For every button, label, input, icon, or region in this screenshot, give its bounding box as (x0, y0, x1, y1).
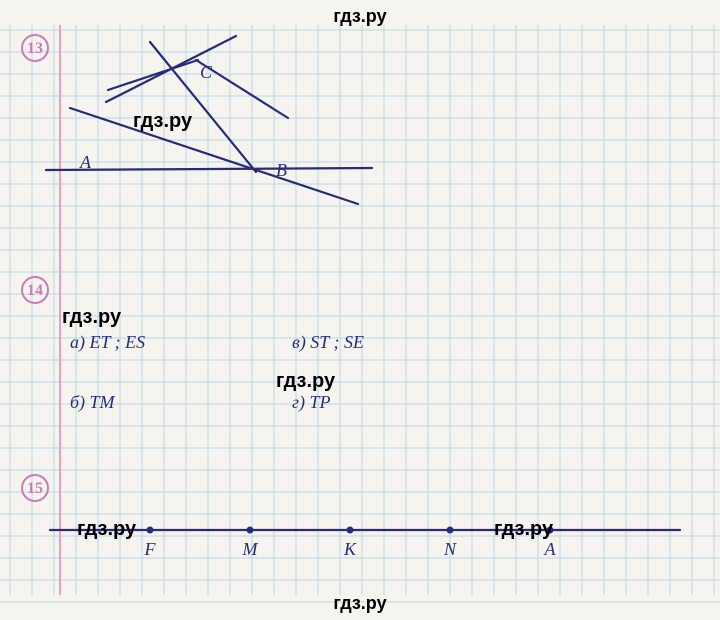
watermark-text: гдз.ру (62, 306, 121, 329)
svg-text:A: A (544, 539, 557, 559)
svg-text:г) TP: г) TP (292, 392, 331, 413)
svg-text:в) ST ; SE: в) ST ; SE (292, 332, 364, 353)
svg-text:K: K (343, 539, 357, 559)
watermark-text: гдз.ру (276, 370, 335, 393)
watermark-text: гдз.ру (77, 518, 136, 541)
page-footer: гдз.ру (0, 593, 720, 614)
svg-text:13: 13 (27, 40, 43, 57)
svg-text:15: 15 (27, 480, 43, 497)
page-header: гдз.ру (0, 6, 720, 27)
svg-text:а) ET ; ES: а) ET ; ES (70, 332, 145, 353)
svg-text:N: N (443, 539, 457, 559)
watermark-text: гдз.ру (494, 518, 553, 541)
watermark-text: гдз.ру (133, 110, 192, 133)
svg-text:F: F (144, 539, 157, 559)
svg-text:A: A (79, 152, 92, 172)
svg-text:14: 14 (27, 282, 43, 299)
svg-text:C: C (200, 62, 213, 82)
svg-text:B: B (276, 160, 287, 180)
page-root: гдз.ру гдз.ру 13 A B C 14 а) ET ; ES в) ST ; S… (0, 0, 720, 620)
svg-text:б) TM: б) TM (70, 392, 116, 413)
svg-text:M: M (242, 539, 259, 559)
